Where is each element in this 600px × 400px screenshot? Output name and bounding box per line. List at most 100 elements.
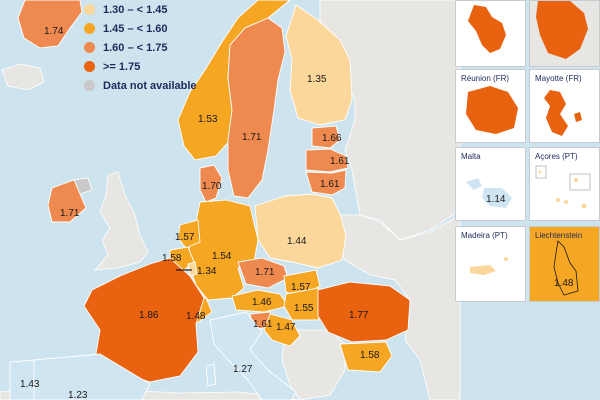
label-malta: 1.14	[486, 194, 506, 205]
legend-swatch	[84, 42, 95, 53]
mayotte-shape	[544, 90, 568, 136]
acores-islet	[564, 200, 568, 204]
malta-shape	[482, 188, 512, 208]
label-switzerland: 1.48	[186, 311, 206, 322]
madeira-shape	[470, 265, 496, 275]
label-czechia: 1.71	[255, 267, 275, 278]
reunion-map	[466, 86, 518, 134]
legend-item: 1.30 – < 1.45	[84, 0, 234, 19]
legend-item: 1.60 – < 1.75	[84, 38, 234, 57]
acores-frame-east	[569, 173, 591, 191]
legend-label: Data not available	[103, 79, 197, 92]
inset-guyane	[529, 0, 600, 67]
martinique-shape	[468, 5, 506, 53]
guyane-map	[530, 1, 599, 66]
ireland-shape	[47, 179, 87, 223]
spain-shape	[33, 353, 151, 400]
corsica-shape	[205, 363, 217, 387]
label-denmark: 1.70	[202, 181, 222, 192]
iceland-land	[1, 63, 45, 91]
label-bulgaria: 1.58	[360, 350, 380, 361]
label-lithuania: 1.61	[320, 179, 340, 190]
label-estonia: 1.66	[322, 133, 342, 144]
latvia-shape	[305, 148, 349, 173]
label-ireland: 1.71	[60, 208, 80, 219]
inset-liechtenstein: Liechtenstein 1.48	[529, 226, 600, 302]
inset-reunion: Réunion (FR)	[455, 69, 526, 143]
label-croatia: 1.47	[276, 322, 296, 333]
inset-martinique	[455, 0, 526, 67]
legend-swatch	[84, 80, 95, 91]
netherlands-shape	[177, 219, 201, 249]
porto-santo-shape	[504, 257, 508, 261]
acores-frame-west	[535, 165, 547, 179]
greenland-shape	[17, 0, 83, 49]
hungary-shape	[283, 287, 329, 321]
guyane-shape	[536, 1, 588, 59]
label-latvia: 1.61	[330, 156, 350, 167]
poland-shape	[254, 193, 347, 269]
label-spain: 1.23	[68, 390, 88, 400]
inset-mayotte: Mayotte (FR)	[529, 69, 600, 143]
label-slovakia: 1.57	[291, 282, 311, 293]
inset-malta: Malta 1.14	[455, 147, 526, 221]
country-shapes	[9, 0, 411, 400]
label-greenland: 1.74	[44, 26, 64, 37]
liechtenstein-border	[553, 240, 579, 296]
east-europe-land	[329, 214, 461, 400]
acores-islet	[581, 203, 587, 209]
france-shape	[83, 257, 205, 383]
italy-shape	[209, 311, 297, 400]
legend-swatch	[84, 61, 95, 72]
inset-title: Açores (PT)	[535, 152, 578, 161]
label-portugal: 1.43	[20, 379, 40, 390]
label-belgium: 1.58	[162, 253, 182, 264]
label-austria: 1.46	[252, 297, 272, 308]
legend-swatch	[84, 4, 95, 15]
inset-title: Malta	[461, 152, 481, 161]
label-luxembourg: 1.34	[197, 266, 217, 277]
acores-map	[535, 165, 591, 209]
liechtenstein-map: 1.48	[553, 240, 579, 296]
denmark-shape	[199, 164, 223, 203]
label-italy: 1.27	[233, 364, 253, 375]
luxembourg-shape	[187, 261, 198, 277]
label-romania: 1.77	[349, 310, 369, 321]
martinique-map	[468, 5, 506, 53]
inset-title: Réunion (FR)	[461, 74, 510, 83]
label-norway: 1.53	[198, 114, 218, 125]
legend-swatch	[84, 23, 95, 34]
label-slovenia: 1.61	[253, 319, 273, 330]
label-germany: 1.54	[212, 251, 232, 262]
mayotte-map	[544, 90, 582, 136]
legend-item: 1.45 – < 1.60	[84, 19, 234, 38]
acores-islet	[538, 170, 542, 174]
reunion-shape	[466, 86, 518, 134]
label-liechtenstein: 1.48	[554, 278, 574, 289]
romania-shape	[317, 281, 411, 343]
label-france: 1.86	[139, 310, 159, 321]
label-sweden: 1.71	[242, 132, 262, 143]
inset-title: Liechtenstein	[535, 231, 583, 240]
country-labels: 1.74 1.35 1.53 1.71 1.66 1.61 1.61 1.70 …	[20, 26, 380, 400]
inset-title: Mayotte (FR)	[535, 74, 582, 83]
label-poland: 1.44	[287, 236, 307, 247]
legend-item: >= 1.75	[84, 57, 234, 76]
legend-label: 1.45 – < 1.60	[103, 22, 168, 35]
legend-label: >= 1.75	[103, 60, 141, 73]
uk-land	[94, 171, 149, 271]
mayotte-islet	[574, 112, 582, 122]
acores-islet	[556, 198, 560, 202]
malta-map: 1.14	[466, 178, 512, 208]
label-hungary: 1.55	[294, 303, 314, 314]
lithuania-shape	[305, 169, 347, 196]
legend-label: 1.60 – < 1.75	[103, 41, 168, 54]
inset-madeira: Madeira (PT)	[455, 226, 526, 302]
sweden-shape	[227, 17, 286, 199]
croatia-shape	[263, 313, 301, 347]
legend-item: Data not available	[84, 76, 234, 95]
map-legend: 1.30 – < 1.45 1.45 – < 1.60 1.60 – < 1.7…	[84, 0, 234, 92]
gozo-shape	[466, 178, 482, 190]
label-finland: 1.35	[307, 74, 327, 85]
portugal-shape	[9, 359, 37, 400]
